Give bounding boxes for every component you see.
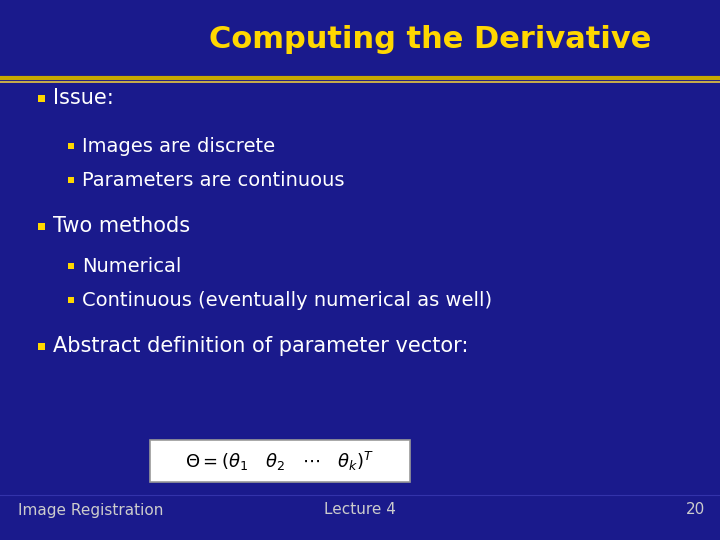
Bar: [150, 440, 410, 482]
Bar: [68, 143, 74, 149]
Text: $\Theta = (\theta_1 \quad \theta_2 \quad \cdots \quad \theta_k)^T$: $\Theta = (\theta_1 \quad \theta_2 \quad…: [185, 449, 374, 472]
Bar: [68, 297, 74, 303]
Bar: [38, 222, 45, 230]
Bar: [0, 0, 720, 78]
Text: Image Registration: Image Registration: [18, 503, 163, 517]
Text: Abstract definition of parameter vector:: Abstract definition of parameter vector:: [53, 336, 469, 356]
Text: Computing the Derivative: Computing the Derivative: [209, 24, 651, 53]
Text: Issue:: Issue:: [53, 88, 114, 108]
Text: Two methods: Two methods: [53, 216, 190, 236]
Text: Lecture 4: Lecture 4: [324, 503, 396, 517]
Bar: [68, 263, 74, 269]
Text: Parameters are continuous: Parameters are continuous: [82, 171, 344, 190]
Bar: [38, 94, 45, 102]
Text: Numerical: Numerical: [82, 256, 181, 275]
Text: Continuous (eventually numerical as well): Continuous (eventually numerical as well…: [82, 291, 492, 309]
Bar: [68, 177, 74, 183]
Text: 20: 20: [685, 503, 705, 517]
Bar: [38, 342, 45, 349]
Text: Images are discrete: Images are discrete: [82, 137, 275, 156]
